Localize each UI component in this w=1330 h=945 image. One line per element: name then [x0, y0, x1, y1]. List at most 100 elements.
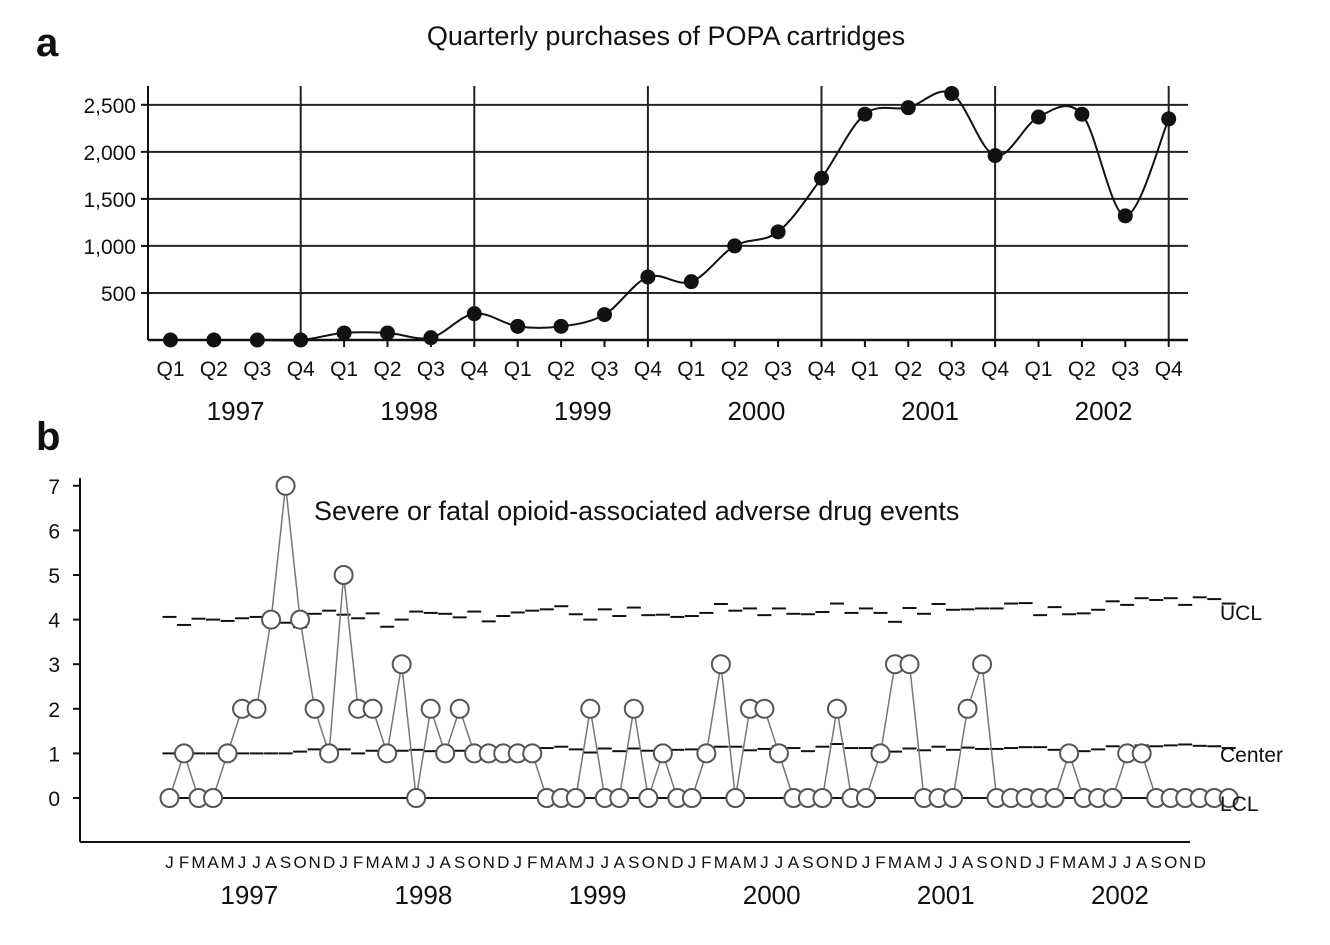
panel-b-month-label: A — [207, 853, 219, 872]
panel-b-data-point — [174, 743, 195, 764]
panel-a-y-tick-label: 2,000 — [83, 142, 136, 165]
panel-b-month-label: J — [586, 853, 595, 872]
panel-a-quarter-label: Q2 — [894, 358, 922, 381]
panel-a-title: Quarterly purchases of POPA cartridges — [427, 21, 905, 51]
panel-b-month-label: S — [454, 853, 465, 872]
panel-b-month-label: O — [816, 853, 829, 872]
panel-b-data-point — [972, 654, 993, 675]
panel-b-month-label: A — [556, 853, 568, 872]
panel-a-data-point — [1117, 208, 1133, 224]
panel-b-month-label: J — [949, 853, 958, 872]
panel-b-data-point — [304, 698, 325, 719]
panel-a-data-point — [206, 332, 222, 348]
panel-a-year-label: 2000 — [727, 396, 785, 426]
panel-b-month-label: M — [220, 853, 234, 872]
panel-b-month-label: J — [426, 853, 435, 872]
panel-b: b Severe or fatal opioid-associated adve… — [36, 415, 1283, 910]
panel-b-y-tick-label: 7 — [48, 476, 60, 499]
panel-a-axes — [141, 86, 1188, 347]
panel-b-month-label: J — [862, 853, 871, 872]
panel-b-data-point — [420, 698, 441, 719]
panel-b-month-label: A — [440, 853, 452, 872]
panel-b-data-point — [696, 743, 717, 764]
panel-b-month-label: D — [671, 853, 683, 872]
panel-b-month-label: J — [1108, 853, 1117, 872]
panel-a-quarter-label: Q3 — [938, 358, 966, 381]
panel-b-data-point — [826, 698, 847, 719]
panel-b-data-point — [812, 788, 833, 808]
panel-b-month-label: O — [642, 853, 655, 872]
panel-b-month-label: F — [353, 853, 363, 872]
panel-b-data-point — [580, 698, 601, 719]
panel-b-month-label: D — [845, 853, 857, 872]
panel-b-month-label: J — [688, 853, 697, 872]
panel-a-data-point — [293, 332, 309, 348]
panel-b-data-point — [870, 743, 891, 764]
panel-b-y-tick-label: 5 — [48, 565, 60, 588]
panel-a-quarter-label: Q3 — [1111, 358, 1139, 381]
panel-a-data-point — [336, 325, 352, 341]
panel-b-data-point — [246, 698, 267, 719]
panel-b-y-tick-label: 4 — [48, 610, 60, 633]
panel-b-month-label: M — [366, 853, 380, 872]
panel-b-data-point — [406, 788, 427, 808]
panel-a-x-tick-labels: Q1 Q2 Q3 Q4 Q1 Q2 Q3 Q4 Q1 Q2 Q3 Q4 Q1 Q2 Q3 Q4 Q1 Q2 Q3 Q4… — [156, 358, 1183, 381]
panel-b-month-label: N — [1005, 853, 1017, 872]
panel-b-month-label: A — [1136, 853, 1148, 872]
panel-b-data-point — [855, 788, 876, 808]
panel-b-data-point — [217, 743, 238, 764]
panel-b-letter: b — [36, 415, 60, 459]
panel-b-month-label: A — [1078, 853, 1090, 872]
panel-b-data-point — [957, 698, 978, 719]
panel-b-data-point — [261, 609, 282, 630]
panel-a-data-point — [857, 106, 873, 122]
panel-b-month-label: F — [875, 853, 885, 872]
panel-a-data-point — [944, 86, 960, 102]
panel-b-month-label: D — [1194, 853, 1206, 872]
panel-a-year-label: 1998 — [380, 396, 438, 426]
panel-b-month-label: F — [1049, 853, 1059, 872]
panel-b-month-label: D — [323, 853, 335, 872]
panel-b-month-label: M — [191, 853, 205, 872]
panel-a-series — [170, 90, 1170, 342]
panel-b-ucl-label: UCL — [1220, 602, 1262, 625]
panel-b-month-label: F — [701, 853, 711, 872]
panel-b-month-label: S — [280, 853, 291, 872]
panel-b-month-label: D — [497, 853, 509, 872]
panel-a-year-label: 2002 — [1075, 396, 1133, 426]
panel-a-quarter-label: Q4 — [634, 358, 662, 381]
panel-b-month-label: A — [730, 853, 742, 872]
panel-a-quarter-label: Q3 — [590, 358, 618, 381]
panel-b-month-label: M — [1062, 853, 1076, 872]
panel-b-control-line-labels: UCL Center LCL — [1220, 602, 1283, 816]
panel-a-quarter-label: Q1 — [1024, 358, 1052, 381]
panel-b-month-label: M — [1091, 853, 1105, 872]
panel-b-month-label: N — [308, 853, 320, 872]
panel-b-points — [159, 475, 1239, 808]
panel-a-data-point — [466, 306, 482, 322]
panel-a-data-point — [553, 318, 569, 334]
panel-b-data-point — [449, 698, 470, 719]
panel-a-data-point — [900, 100, 916, 116]
panel-b-month-label: N — [1179, 853, 1191, 872]
panel-b-month-label: J — [934, 853, 943, 872]
panel-b-data-point — [362, 698, 383, 719]
panel-b-month-label: O — [990, 853, 1003, 872]
panel-a-y-tick-label: 1,500 — [83, 189, 136, 212]
panel-b-month-label: J — [601, 853, 610, 872]
panel-a-data-point — [770, 224, 786, 240]
panel-a-data-point — [380, 325, 395, 341]
panel-b-data-point — [1059, 743, 1080, 764]
panel-b-y-tick-label: 6 — [48, 520, 60, 543]
panel-b-month-label: J — [339, 853, 348, 872]
panel-a-data-point — [683, 274, 699, 290]
panel-a-data-point — [1074, 106, 1090, 122]
panel-a-year-label: 1999 — [554, 396, 612, 426]
panel-b-month-label: A — [904, 853, 916, 872]
panel-b-month-label: A — [614, 853, 626, 872]
panel-a-data-point — [423, 330, 439, 346]
panel-b-month-label: M — [917, 853, 931, 872]
panel-b-month-label: J — [165, 853, 174, 872]
panel-a-quarter-label: Q1 — [504, 358, 532, 381]
